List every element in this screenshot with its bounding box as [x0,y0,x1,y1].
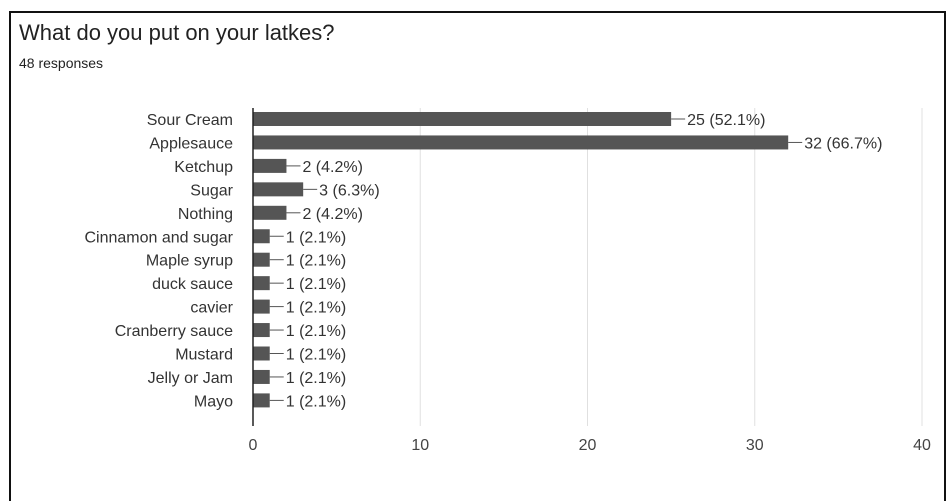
bar [253,135,789,150]
data-label: 32 (66.7%) [804,135,882,152]
value-labels: 25 (52.1%) 32 (66.7%) 2 (4.2%) 3 (6.3%) 2 (4… [286,112,883,410]
category-labels: Sour Cream Applesauce Ketchup Sugar Nothing C… [84,112,233,410]
data-label: 1 (2.1%) [286,300,346,317]
data-label: 1 (2.1%) [286,347,346,364]
category-label: Ketchup [174,159,233,176]
category-label: Maple syrup [146,253,233,270]
data-label: 2 (4.2%) [302,206,362,223]
chart-title: What do you put on your latkes? [19,20,335,45]
response-count: 48 responses [19,55,104,71]
data-label: 3 (6.3%) [319,182,379,199]
bar [253,205,287,220]
x-tick-label: 40 [913,437,931,454]
data-label: 1 (2.1%) [286,393,346,410]
data-label: 1 (2.1%) [286,229,346,246]
x-tick-label: 10 [411,437,429,454]
x-tick-label: 0 [249,437,258,454]
chart-card [9,11,946,501]
bar [253,369,270,384]
bar [253,112,672,126]
x-tick-label: 20 [579,437,597,454]
data-label: 1 (2.1%) [286,370,346,387]
category-label: Cinnamon and sugar [84,229,233,246]
bar-chart: Sour Cream Applesauce Ketchup Sugar Nothing C… [84,108,931,454]
category-label: Sugar [190,182,233,199]
bar [253,393,270,408]
bar [253,276,270,291]
data-label: 1 (2.1%) [286,276,346,293]
bar [253,346,270,361]
data-label: 1 (2.1%) [286,323,346,340]
category-label: Nothing [178,206,233,223]
x-tick-label: 30 [746,437,764,454]
bar [253,182,304,197]
bar [253,299,270,314]
gridlines [419,108,923,426]
category-label: Cranberry sauce [115,323,233,340]
bar [253,323,270,338]
category-label: Jelly or Jam [148,370,233,387]
category-label: Mayo [194,393,233,410]
x-axis-ticks: 0 10 20 30 40 [249,437,931,454]
bars [253,112,803,408]
category-label: duck sauce [152,276,233,293]
bar [253,252,270,267]
category-label: cavier [190,300,233,317]
data-label: 25 (52.1%) [687,112,765,129]
bar [253,229,270,244]
category-label: Mustard [175,347,233,364]
data-label: 2 (4.2%) [302,159,362,176]
data-label: 1 (2.1%) [286,253,346,270]
category-label: Sour Cream [147,112,233,129]
bar [253,158,287,173]
category-label: Applesauce [149,135,233,152]
